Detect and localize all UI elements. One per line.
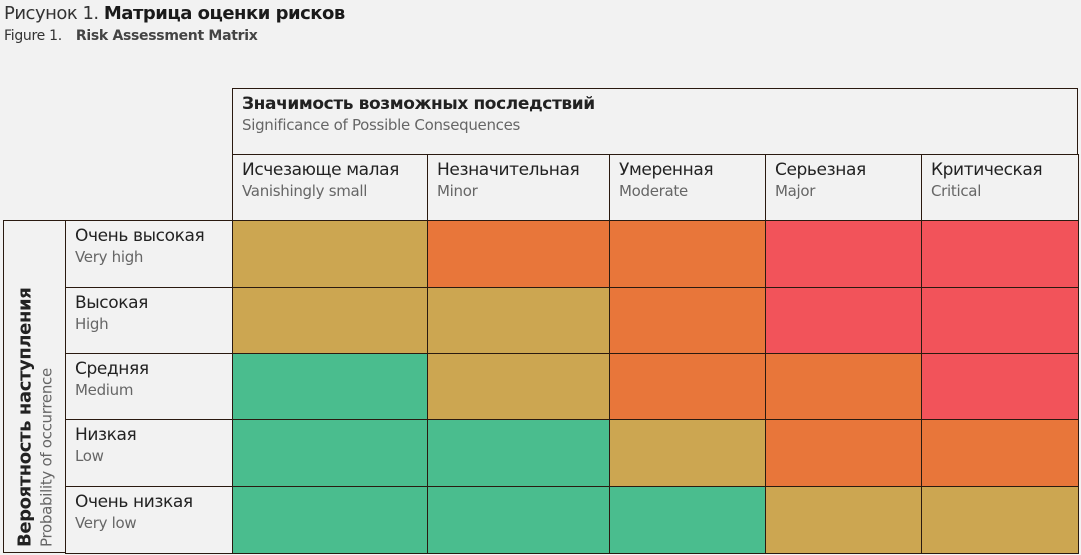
column-header: Незначительная Minor <box>427 154 610 221</box>
risk-cell-tan <box>765 486 922 554</box>
row-label-en: High <box>75 315 109 333</box>
figure-title-ru: Рисунок 1. Матрица оценки рисков <box>4 3 345 24</box>
row-label-en: Very low <box>75 514 137 532</box>
risk-cell-red <box>765 220 922 288</box>
risk-cell-tan <box>427 353 610 420</box>
risk-cell-green <box>609 486 766 554</box>
risk-cell-orange <box>765 353 922 420</box>
row-header: Низкая Low <box>65 419 233 487</box>
row-label-ru: Высокая <box>75 293 148 313</box>
column-label-ru: Критическая <box>931 160 1043 180</box>
column-label-ru: Незначительная <box>437 160 580 180</box>
column-label-en: Vanishingly small <box>242 182 368 200</box>
row-label-ru: Низкая <box>75 425 137 445</box>
column-label-en: Critical <box>931 182 982 200</box>
risk-cell-tan <box>232 287 428 354</box>
risk-cell-tan <box>921 486 1079 554</box>
column-label-en: Major <box>775 182 816 200</box>
column-header: Критическая Critical <box>921 154 1079 221</box>
risk-cell-orange <box>921 419 1079 487</box>
column-label-en: Moderate <box>619 182 688 200</box>
risk-cell-red <box>921 220 1079 288</box>
risk-cell-green <box>232 486 428 554</box>
row-label-ru: Очень высокая <box>75 226 205 246</box>
figure-title-en: Figure 1. Risk Assessment Matrix <box>4 28 258 44</box>
risk-cell-orange <box>427 220 610 288</box>
column-header: Исчезающе малая Vanishingly small <box>232 154 428 221</box>
row-label-en: Medium <box>75 381 134 399</box>
risk-cell-green <box>427 419 610 487</box>
column-label-en: Minor <box>437 182 478 200</box>
risk-cell-tan <box>609 419 766 487</box>
risk-cell-green <box>232 419 428 487</box>
consequences-header: Значимость возможных последствий Signifi… <box>232 88 1078 155</box>
row-header: Очень низкая Very low <box>65 486 233 554</box>
column-label-ru: Исчезающе малая <box>242 160 399 180</box>
column-header: Умеренная Moderate <box>609 154 766 221</box>
risk-cell-red <box>921 353 1079 420</box>
risk-cell-tan <box>232 220 428 288</box>
risk-cell-green <box>427 486 610 554</box>
row-label-en: Low <box>75 447 104 465</box>
column-header: Серьезная Major <box>765 154 922 221</box>
column-label-ru: Серьезная <box>775 160 866 180</box>
probability-header: Вероятность наступления Probability of o… <box>3 220 66 553</box>
row-header: Очень высокая Very high <box>65 220 233 288</box>
risk-cell-orange <box>609 220 766 288</box>
row-header: Средняя Medium <box>65 353 233 420</box>
risk-cell-red <box>765 287 922 354</box>
risk-cell-orange <box>609 353 766 420</box>
risk-cell-orange <box>765 419 922 487</box>
risk-cell-orange <box>609 287 766 354</box>
row-label-ru: Средняя <box>75 359 149 379</box>
row-header: Высокая High <box>65 287 233 354</box>
row-label-ru: Очень низкая <box>75 492 193 512</box>
risk-cell-tan <box>427 287 610 354</box>
risk-cell-green <box>232 353 428 420</box>
row-label-en: Very high <box>75 248 144 266</box>
column-label-ru: Умеренная <box>619 160 714 180</box>
risk-cell-red <box>921 287 1079 354</box>
